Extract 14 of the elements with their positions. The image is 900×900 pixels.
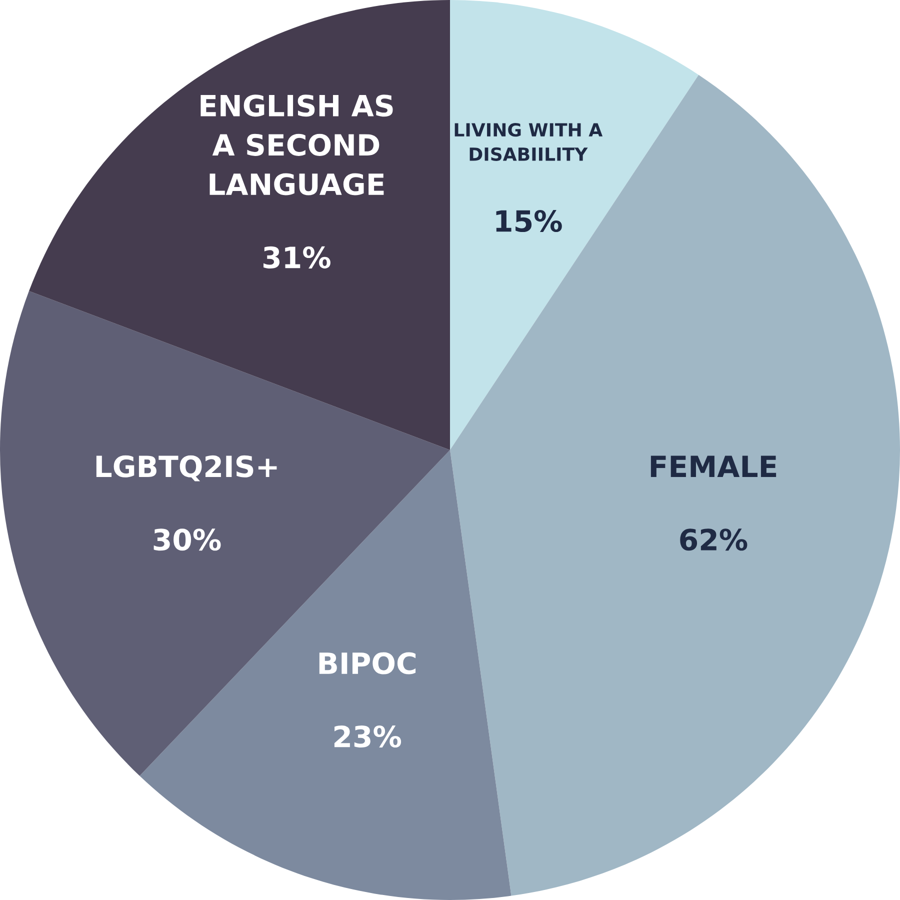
pie-slice	[450, 74, 900, 896]
data-label: 23%	[334, 725, 402, 748]
pie-slice	[0, 291, 450, 776]
data-label: 15%	[496, 210, 562, 232]
slice-label: FEMALE	[650, 456, 776, 478]
slice-label: LIVING WITH A DISABIILITY	[454, 122, 603, 161]
pie-slice	[29, 0, 450, 450]
data-label: 30%	[154, 528, 221, 551]
slice-label: BIPOC	[319, 652, 416, 674]
data-label: 31%	[264, 246, 330, 268]
slice-label: LGBTQ2IS+	[96, 455, 277, 482]
slice-label: ENGLISH AS A SECOND LANGUAGE	[200, 94, 393, 196]
pie-slice	[450, 0, 699, 450]
data-label: 62%	[680, 528, 748, 551]
